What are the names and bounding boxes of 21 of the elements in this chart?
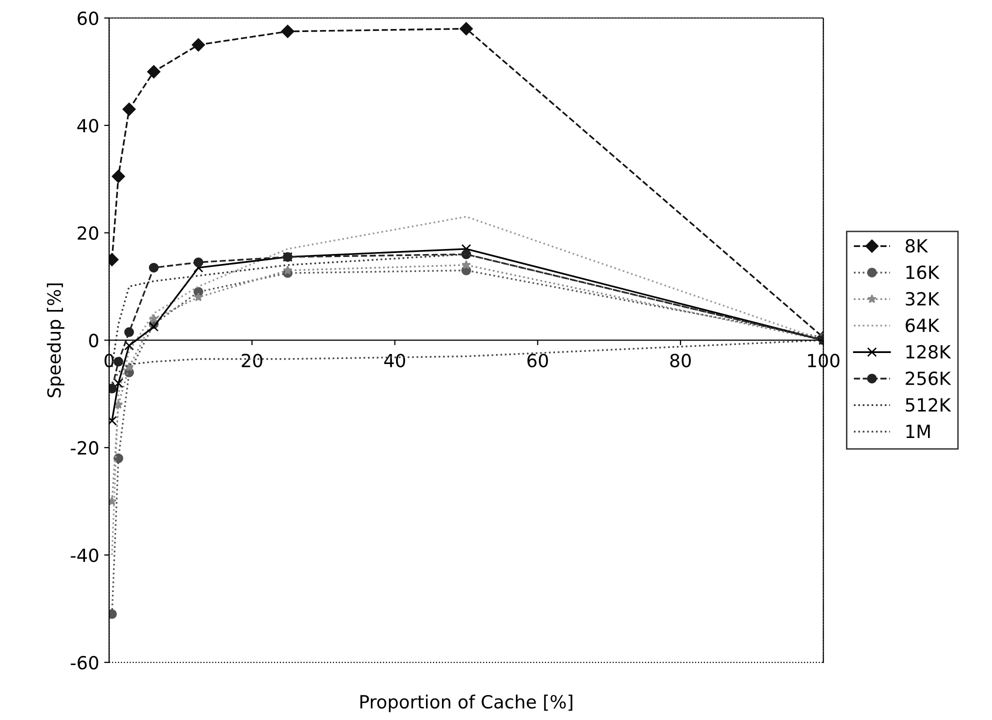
x-tick-label: 20 (242, 354, 262, 368)
y-tick-label: -20 (70, 441, 98, 455)
legend-label: 256K (906, 372, 952, 386)
legend-label: 1M (906, 424, 930, 438)
x-axis-title: Proportion of Cache [%] (360, 694, 572, 712)
legend-label: 8K (906, 239, 928, 253)
y-tick-label: -60 (70, 656, 98, 670)
legend-label: 512K (906, 398, 952, 412)
y-tick-label: 0 (89, 334, 98, 348)
y-tick-label: 40 (77, 118, 98, 133)
legend-label: 32K (906, 292, 940, 306)
x-tick-label: 60 (527, 354, 548, 368)
legend-label: 16K (906, 266, 940, 280)
y-tick-label: 20 (78, 226, 98, 240)
legend-label: 128K (906, 345, 952, 359)
legend-label: 64K (906, 318, 940, 332)
x-tick-label: 80 (670, 354, 691, 368)
y-axis-title: Speedup [%] (46, 284, 64, 398)
y-tick-label: -40 (70, 548, 98, 562)
y-tick-label: 60 (78, 11, 98, 26)
x-tick-label: 40 (384, 354, 406, 368)
